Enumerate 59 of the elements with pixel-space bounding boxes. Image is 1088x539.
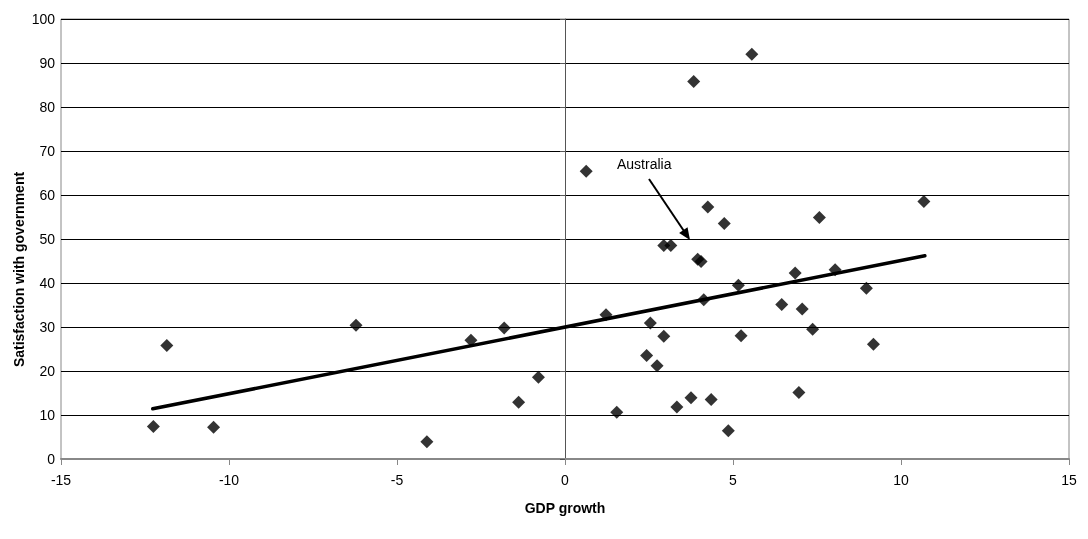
point xyxy=(599,308,613,322)
point xyxy=(643,316,657,330)
x-tick-label: -15 xyxy=(50,472,72,488)
point xyxy=(866,337,880,351)
point xyxy=(701,200,715,214)
point xyxy=(512,395,526,409)
point xyxy=(721,424,735,438)
point xyxy=(684,391,698,405)
point xyxy=(795,302,809,316)
y-tick-label: 80 xyxy=(39,99,56,115)
point xyxy=(812,210,826,224)
point xyxy=(497,321,511,335)
point xyxy=(160,338,174,352)
y-tick-label: 60 xyxy=(39,187,56,203)
point xyxy=(859,281,873,295)
point xyxy=(704,393,718,407)
x-tick-label: 15 xyxy=(1061,472,1077,488)
point xyxy=(207,420,221,434)
y-tick-label: 30 xyxy=(39,319,56,335)
y-tick-label: 0 xyxy=(47,451,56,467)
y-tick-label: 70 xyxy=(39,143,56,159)
point xyxy=(775,298,789,312)
point xyxy=(650,359,664,373)
point xyxy=(788,266,802,280)
x-tick-label: 10 xyxy=(893,472,909,488)
y-axis-title: Satisfaction with government xyxy=(11,171,27,368)
point xyxy=(664,239,678,253)
point xyxy=(349,318,363,332)
x-tick-label: -10 xyxy=(218,472,240,488)
x-tick-label: 0 xyxy=(561,472,570,488)
annotation: Australia xyxy=(617,156,672,172)
point xyxy=(640,349,654,363)
point xyxy=(146,419,160,433)
point xyxy=(828,263,842,277)
point xyxy=(420,435,434,449)
x-tick-label: 5 xyxy=(729,472,738,488)
x-axis-title: GDP growth xyxy=(524,500,606,516)
point xyxy=(464,333,478,347)
y-tick-label: 20 xyxy=(39,363,56,379)
point xyxy=(917,195,931,209)
point xyxy=(687,74,701,88)
point xyxy=(670,400,684,414)
point xyxy=(697,293,711,307)
y-tick-label: 10 xyxy=(39,407,56,423)
y-tick-label: 100 xyxy=(31,11,56,27)
y-tick-label: 40 xyxy=(39,275,56,291)
y-tick-label: 50 xyxy=(39,231,56,247)
y-tick-label: 90 xyxy=(39,55,56,71)
point xyxy=(792,386,806,400)
point xyxy=(717,217,731,231)
point xyxy=(731,278,745,292)
point xyxy=(657,329,671,343)
point xyxy=(579,164,593,178)
point xyxy=(610,405,624,419)
x-tick-label: -5 xyxy=(390,472,404,488)
point xyxy=(745,47,759,61)
point xyxy=(806,322,820,336)
point xyxy=(734,329,748,343)
point xyxy=(531,370,545,384)
